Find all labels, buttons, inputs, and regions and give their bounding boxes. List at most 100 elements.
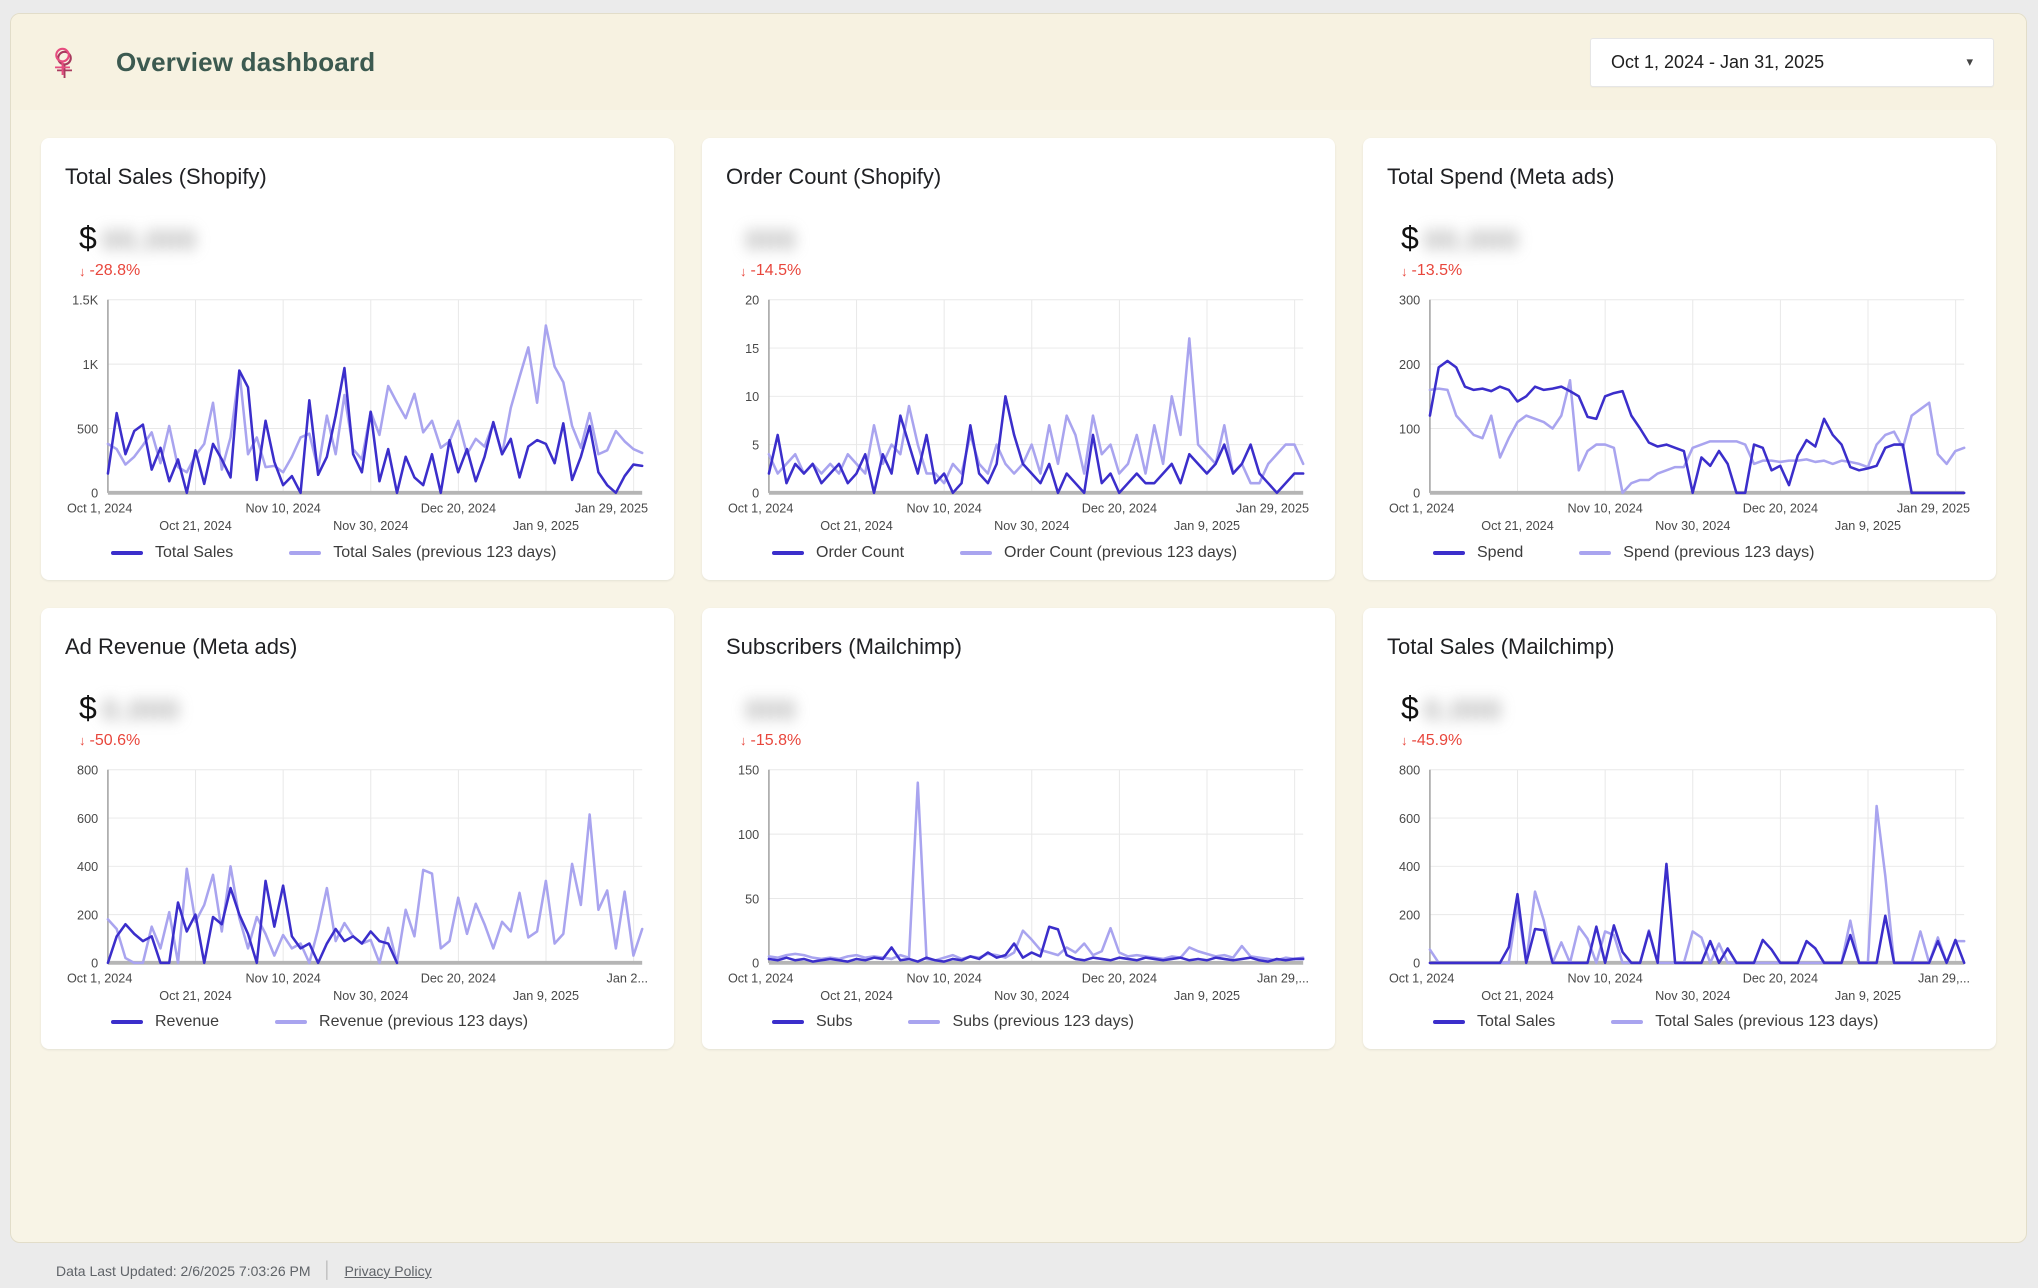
blurred-metric-value: 0,000 xyxy=(1424,694,1503,725)
svg-text:Nov 10, 2024: Nov 10, 2024 xyxy=(246,971,321,985)
chart-legend: Revenue Revenue (previous 123 days) xyxy=(65,1007,650,1039)
legend-label-previous: Revenue (previous 123 days) xyxy=(319,1013,529,1031)
svg-text:Jan 2...: Jan 2... xyxy=(607,971,649,985)
svg-text:Nov 10, 2024: Nov 10, 2024 xyxy=(1568,971,1643,985)
svg-text:800: 800 xyxy=(1399,763,1420,777)
legend-swatch-previous xyxy=(908,1020,941,1025)
currency-prefix: $ xyxy=(79,689,97,726)
legend-label-previous: Subs (previous 123 days) xyxy=(952,1013,1134,1031)
metric-value-row: $ 0,000 xyxy=(65,682,650,724)
svg-text:Jan 9, 2025: Jan 9, 2025 xyxy=(1174,989,1240,1003)
svg-text:0: 0 xyxy=(752,487,759,501)
svg-text:100: 100 xyxy=(1399,422,1420,436)
svg-text:Nov 10, 2024: Nov 10, 2024 xyxy=(907,971,982,985)
legend-item-current: Revenue xyxy=(111,1013,219,1031)
card-title: Order Count (Shopify) xyxy=(726,164,942,189)
delta-badge: ↓ -14.5% xyxy=(726,262,1311,280)
svg-text:100: 100 xyxy=(738,828,759,842)
page-footer: Data Last Updated: 2/6/2025 7:03:26 PM │… xyxy=(56,1262,432,1280)
svg-text:Oct 1, 2024: Oct 1, 2024 xyxy=(67,971,132,985)
card-title: Total Sales (Mailchimp) xyxy=(1387,633,1615,659)
chevron-down-icon[interactable]: ▾ xyxy=(1966,54,1973,69)
svg-text:Nov 10, 2024: Nov 10, 2024 xyxy=(1568,501,1643,515)
svg-text:0: 0 xyxy=(1413,487,1420,501)
legend-swatch-current xyxy=(1433,550,1465,555)
delta-value: -14.5% xyxy=(750,262,802,279)
delta-value: -28.8% xyxy=(89,262,141,279)
svg-text:Oct 21, 2024: Oct 21, 2024 xyxy=(1481,519,1553,533)
legend-swatch-current xyxy=(772,1020,804,1025)
svg-text:Jan 29, 2025: Jan 29, 2025 xyxy=(1897,501,1970,515)
arrow-down-icon: ↓ xyxy=(740,733,747,749)
metric-card: Total Spend (Meta ads) $ 00,000 ↓ -13.5%… xyxy=(1363,138,1996,580)
delta-badge: ↓ -28.8% xyxy=(65,262,650,280)
dashboard-panel: ♀ Overview dashboard Oct 1, 2024 - Jan 3… xyxy=(10,13,2027,1243)
last-updated-text: Data Last Updated: 2/6/2025 7:03:26 PM xyxy=(56,1263,311,1279)
svg-text:500: 500 xyxy=(77,422,98,436)
line-chart: 0 200 400 600 800 Oct 1, 2024 Oct 21, 2024 Nov … xyxy=(1389,763,1970,1003)
legend-item-current: Order Count xyxy=(772,544,904,562)
svg-text:50: 50 xyxy=(745,892,759,906)
legend-label-current: Revenue xyxy=(155,1013,220,1031)
dashboard-header: ♀ Overview dashboard Oct 1, 2024 - Jan 3… xyxy=(11,14,2026,110)
arrow-down-icon: ↓ xyxy=(79,733,86,749)
svg-text:300: 300 xyxy=(1399,294,1420,308)
legend-label-current: Total Sales xyxy=(155,543,234,561)
legend-label-previous: Spend (previous 123 days) xyxy=(1623,543,1815,561)
metric-card: Ad Revenue (Meta ads) $ 0,000 ↓ -50.6% 0… xyxy=(41,607,674,1050)
blurred-metric-value: 0,000 xyxy=(102,694,181,725)
svg-text:15: 15 xyxy=(745,342,759,356)
svg-text:Jan 9, 2025: Jan 9, 2025 xyxy=(1835,519,1901,533)
legend-item-previous: Spend (previous 123 days) xyxy=(1579,543,1815,562)
svg-text:Jan 29,...: Jan 29,... xyxy=(1918,971,1970,985)
legend-label-current: Subs xyxy=(816,1013,853,1031)
svg-text:0: 0 xyxy=(1413,956,1420,970)
svg-text:Nov 30, 2024: Nov 30, 2024 xyxy=(1655,989,1730,1003)
currency-prefix: $ xyxy=(1401,689,1419,726)
blurred-metric-value: 00,000 xyxy=(1424,225,1520,255)
delta-badge: ↓ -50.6% xyxy=(65,732,650,750)
svg-text:150: 150 xyxy=(738,763,759,777)
svg-text:200: 200 xyxy=(1399,358,1420,372)
legend-label-previous: Total Sales (previous 123 days) xyxy=(1655,1013,1879,1031)
delta-value: -13.5% xyxy=(1411,262,1463,279)
svg-text:Oct 21, 2024: Oct 21, 2024 xyxy=(820,989,892,1003)
svg-text:Oct 21, 2024: Oct 21, 2024 xyxy=(159,989,231,1003)
legend-item-previous: Total Sales (previous 123 days) xyxy=(289,544,557,562)
svg-text:Nov 30, 2024: Nov 30, 2024 xyxy=(1655,519,1730,533)
line-chart: 0 100 200 300 Oct 1, 2024 Oct 21, 2024 Nov 10,… xyxy=(1389,294,1970,533)
svg-text:200: 200 xyxy=(1399,908,1420,922)
svg-text:600: 600 xyxy=(77,812,98,826)
legend-item-current: Total Sales xyxy=(1433,1013,1555,1031)
legend-item-current: Subs xyxy=(772,1013,852,1031)
cards-grid: Total Sales (Shopify) $ 00,000 ↓ -28.8% … xyxy=(11,110,2026,1059)
currency-prefix: $ xyxy=(79,220,97,256)
svg-text:Jan 29, 2025: Jan 29, 2025 xyxy=(575,501,648,515)
arrow-down-icon: ↓ xyxy=(740,263,747,279)
arrow-down-icon: ↓ xyxy=(1401,263,1408,279)
svg-text:Dec 20, 2024: Dec 20, 2024 xyxy=(421,501,496,515)
legend-swatch-previous xyxy=(1611,1020,1644,1025)
delta-badge: ↓ -13.5% xyxy=(1387,262,1972,280)
metric-card: Total Sales (Shopify) $ 00,000 ↓ -28.8% … xyxy=(41,138,674,580)
svg-text:Dec 20, 2024: Dec 20, 2024 xyxy=(1082,971,1157,985)
metric-value-row: 000 xyxy=(726,212,1311,254)
svg-text:0: 0 xyxy=(91,956,98,970)
svg-text:Jan 29,...: Jan 29,... xyxy=(1257,971,1309,985)
svg-text:Dec 20, 2024: Dec 20, 2024 xyxy=(1082,501,1157,515)
delta-value: -15.8% xyxy=(750,731,802,749)
svg-text:Nov 10, 2024: Nov 10, 2024 xyxy=(907,501,982,515)
date-range-selector[interactable]: Oct 1, 2024 - Jan 31, 2025 ▾ xyxy=(1590,37,1994,87)
privacy-policy-link[interactable]: Privacy Policy xyxy=(344,1263,432,1279)
legend-swatch-previous xyxy=(289,550,322,555)
svg-text:200: 200 xyxy=(77,908,98,922)
currency-prefix: $ xyxy=(1401,220,1419,256)
date-range-value: Oct 1, 2024 - Jan 31, 2025 xyxy=(1611,51,1825,72)
legend-swatch-current xyxy=(1433,1020,1465,1025)
svg-text:Jan 9, 2025: Jan 9, 2025 xyxy=(1174,519,1240,533)
chart-legend: Subs Subs (previous 123 days) xyxy=(726,1007,1311,1039)
line-chart: 0 200 400 600 800 Oct 1, 2024 Oct 21, 2024 Nov … xyxy=(67,763,649,1003)
legend-swatch-previous xyxy=(960,550,993,555)
metric-value-row: $ 00,000 xyxy=(1387,212,1972,254)
svg-text:400: 400 xyxy=(77,860,98,874)
